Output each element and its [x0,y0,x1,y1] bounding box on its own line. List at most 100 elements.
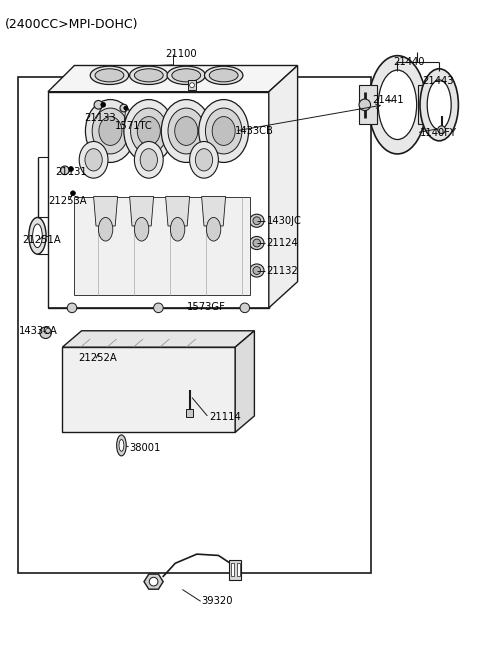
Text: 1140FY: 1140FY [420,128,457,138]
Ellipse shape [29,217,46,254]
Ellipse shape [124,100,174,162]
Ellipse shape [250,264,264,277]
Ellipse shape [378,70,417,140]
Bar [188,80,196,90]
Polygon shape [94,196,118,226]
Bar [229,560,241,580]
Text: 21114: 21114 [209,412,240,422]
Ellipse shape [90,66,129,84]
Circle shape [359,99,371,111]
Ellipse shape [167,66,205,84]
Bar [186,409,193,417]
Ellipse shape [130,66,168,84]
Ellipse shape [134,217,149,241]
Ellipse shape [170,217,185,241]
Text: 21133: 21133 [84,113,116,123]
Ellipse shape [117,435,126,456]
Polygon shape [202,196,226,226]
Ellipse shape [134,141,163,178]
Polygon shape [359,85,377,124]
Circle shape [154,303,163,312]
Ellipse shape [175,117,198,145]
Text: 1573GF: 1573GF [187,301,226,312]
Ellipse shape [195,149,213,171]
Circle shape [190,83,194,88]
Ellipse shape [168,108,204,154]
Circle shape [60,166,69,175]
Ellipse shape [427,80,451,130]
Ellipse shape [250,236,264,250]
Ellipse shape [205,108,242,154]
Text: 21252A: 21252A [78,353,117,364]
Circle shape [67,303,77,312]
Polygon shape [235,331,254,432]
Ellipse shape [85,100,135,162]
Text: 21253A: 21253A [48,196,86,206]
Bar [231,563,234,576]
Circle shape [40,327,51,339]
Text: (2400CC>MPI-DOHC): (2400CC>MPI-DOHC) [5,18,138,31]
Ellipse shape [140,149,157,171]
Bar [18,77,371,573]
Ellipse shape [212,117,235,145]
Text: 21100: 21100 [166,48,197,59]
Ellipse shape [98,217,113,241]
Ellipse shape [79,141,108,178]
Ellipse shape [206,217,221,241]
Polygon shape [62,331,254,347]
Text: 21124: 21124 [266,238,298,248]
Polygon shape [418,85,436,124]
Ellipse shape [420,69,458,141]
Ellipse shape [131,108,167,154]
Ellipse shape [172,69,201,82]
Circle shape [240,303,250,312]
Ellipse shape [253,217,261,225]
Ellipse shape [134,69,163,82]
Circle shape [94,100,103,109]
Circle shape [124,106,128,110]
Text: 21440: 21440 [394,56,425,67]
Text: 1571TC: 1571TC [115,121,153,132]
Text: 1433CA: 1433CA [19,326,58,336]
Ellipse shape [199,100,249,162]
Circle shape [46,328,50,333]
Circle shape [438,126,445,134]
Circle shape [71,191,75,196]
Text: 39320: 39320 [202,596,233,607]
Polygon shape [74,196,250,295]
Text: 21441: 21441 [372,94,404,105]
Circle shape [69,166,73,172]
Circle shape [120,104,128,112]
Text: 38001: 38001 [130,443,161,453]
Polygon shape [62,347,235,432]
Ellipse shape [99,117,122,145]
Text: 21443: 21443 [422,76,454,86]
Ellipse shape [92,108,129,154]
Polygon shape [269,66,298,308]
Polygon shape [130,196,154,226]
Polygon shape [48,92,269,308]
Text: 1433CB: 1433CB [235,126,274,136]
Ellipse shape [85,149,102,171]
Ellipse shape [250,214,264,227]
Bar [237,563,240,576]
Polygon shape [166,196,190,226]
Ellipse shape [137,117,160,145]
Text: 21251A: 21251A [23,234,61,245]
Text: 21131: 21131 [55,167,87,178]
Polygon shape [48,66,298,92]
Ellipse shape [369,56,426,154]
Ellipse shape [161,100,211,162]
Ellipse shape [209,69,238,82]
Ellipse shape [95,69,124,82]
Ellipse shape [253,267,261,274]
Ellipse shape [204,66,243,84]
Ellipse shape [190,141,218,178]
Polygon shape [144,574,163,590]
Text: 21132: 21132 [266,265,298,276]
Circle shape [101,102,106,107]
Text: 1430JC: 1430JC [266,215,301,226]
Ellipse shape [33,224,42,248]
Circle shape [149,577,158,586]
Ellipse shape [253,239,261,247]
